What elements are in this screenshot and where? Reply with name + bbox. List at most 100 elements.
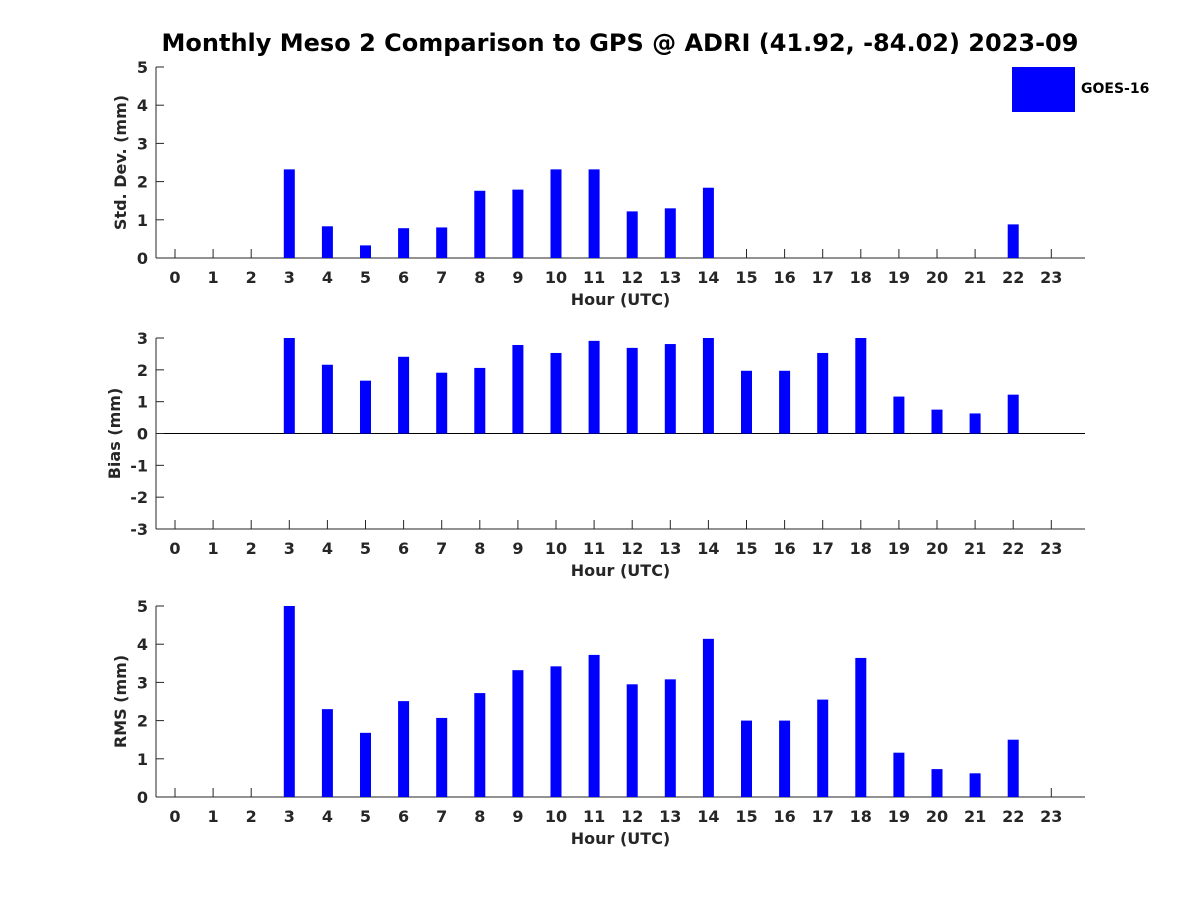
x-tick-label: 7 [436,268,447,287]
y-tick-label: 0 [137,249,148,268]
bar-hour-18 [855,657,867,797]
x-tick-label: 21 [964,807,986,826]
x-tick-label: 3 [284,807,295,826]
bar-hour-14 [702,187,714,258]
bar-hour-10 [550,352,562,434]
bar-hour-6 [398,356,410,434]
bar-hour-21 [969,773,981,797]
x-tick-label: 5 [360,807,371,826]
legend-swatch [1012,67,1075,112]
x-tick-label: 15 [735,268,757,287]
bar-hour-11 [588,340,600,434]
x-tick-label: 2 [246,807,257,826]
x-tick-label: 19 [888,268,910,287]
x-tick-label: 18 [850,807,872,826]
bar-hour-12 [626,211,638,258]
x-tick-label: 12 [621,807,643,826]
x-tick-label: 6 [398,539,409,558]
bar-hour-8 [474,693,486,797]
y-tick-label: -1 [130,456,148,475]
y-tick-label: 1 [137,393,148,412]
x-tick-label: 16 [773,539,795,558]
bar-hour-4 [321,226,333,258]
bar-hour-11 [588,169,600,258]
x-tick-label: 18 [850,539,872,558]
y-tick-label: -2 [130,488,148,507]
bar-hour-5 [360,245,371,258]
x-tick-label: 3 [284,268,295,287]
x-tick-label: 22 [1002,807,1024,826]
x-tick-label: 20 [926,807,948,826]
bar-hour-3 [283,338,295,434]
bar-hour-8 [474,190,486,258]
bar-hour-13 [664,208,676,258]
x-tick-label: 15 [735,807,757,826]
x-tick-label: 10 [545,539,567,558]
x-tick-label: 12 [621,539,643,558]
x-tick-label: 15 [735,539,757,558]
bar-hour-17 [817,352,829,434]
x-tick-label: 10 [545,807,567,826]
x-tick-label: 22 [1002,268,1024,287]
y-tick-label: 0 [137,788,148,807]
x-tick-label: 11 [583,807,605,826]
x-tick-label: 13 [659,268,681,287]
x-tick-label: 0 [169,268,180,287]
x-tick-label: 8 [474,807,485,826]
x-tick-label: 8 [474,268,485,287]
x-tick-label: 23 [1040,268,1062,287]
x-tick-label: 17 [812,268,834,287]
x-tick-label: 6 [398,807,409,826]
x-tick-label: 1 [208,539,219,558]
bar-hour-19 [893,396,905,434]
x-tick-label: 2 [246,539,257,558]
x-tick-label: 20 [926,539,948,558]
bar-hour-14 [702,638,714,797]
y-axis-title: RMS (mm) [111,655,130,748]
x-tick-label: 16 [773,807,795,826]
bar-hour-7 [436,717,448,797]
x-tick-label: 4 [322,268,333,287]
bar-hour-22 [1007,224,1019,258]
y-tick-label: 2 [137,361,148,380]
bar-hour-10 [550,169,562,258]
x-tick-label: 21 [964,539,986,558]
y-tick-label: 3 [137,329,148,348]
bar-hour-3 [283,606,295,797]
x-tick-label: 7 [436,539,447,558]
x-axis-title: Hour (UTC) [571,829,671,848]
bar-hour-19 [893,752,905,797]
bar-hour-6 [398,228,410,258]
page-title: Monthly Meso 2 Comparison to GPS @ ADRI … [161,29,1079,57]
bar-hour-4 [321,709,333,797]
y-axis-title: Bias (mm) [105,388,124,480]
x-tick-label: 12 [621,268,643,287]
bar-hour-9 [512,670,524,797]
bar-hour-13 [664,344,676,434]
x-tick-label: 14 [697,268,719,287]
bar-hour-5 [360,732,371,797]
x-tick-label: 18 [850,268,872,287]
y-tick-label: 5 [137,58,148,77]
y-tick-label: -3 [130,520,148,539]
bar-hour-3 [283,169,295,258]
x-axis-title: Hour (UTC) [571,561,671,580]
legend: GOES-16 [1012,67,1157,112]
bar-hour-7 [436,372,448,434]
x-tick-label: 3 [284,539,295,558]
x-tick-label: 23 [1040,539,1062,558]
x-tick-label: 8 [474,539,485,558]
bar-hour-10 [550,666,562,797]
x-tick-label: 5 [360,539,371,558]
bar-hour-12 [626,684,638,797]
x-tick-label: 9 [512,807,523,826]
y-tick-label: 4 [137,96,148,115]
x-tick-label: 13 [659,807,681,826]
bar-hour-9 [512,345,524,434]
x-tick-label: 0 [169,539,180,558]
bar-hour-15 [741,720,752,797]
bar-hour-8 [474,367,486,434]
